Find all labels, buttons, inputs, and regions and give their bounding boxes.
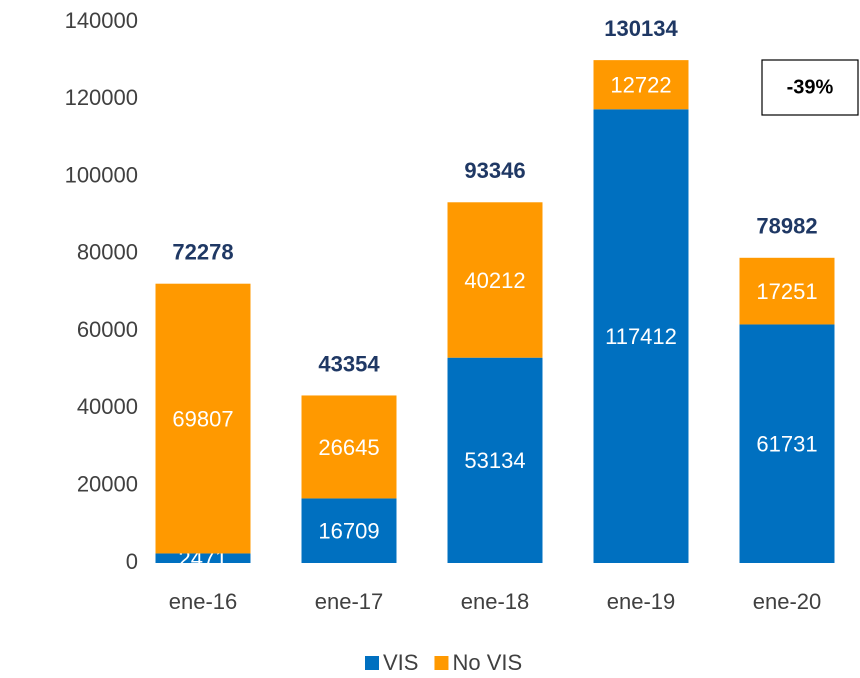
bar-segment: [301, 395, 397, 499]
x-tick-label: ene-18: [461, 589, 530, 614]
bar-segment: [447, 202, 543, 358]
total-label: 130134: [604, 16, 678, 41]
x-tick-label: ene-16: [169, 589, 238, 614]
segment-label: 17251: [756, 279, 817, 304]
segment-label: 26645: [318, 435, 379, 460]
annotation: -39%: [787, 76, 834, 98]
total-label: 72278: [172, 240, 233, 265]
x-tick-label: ene-19: [607, 589, 676, 614]
total-label: 78982: [756, 214, 817, 239]
segment-label: 53134: [464, 448, 525, 473]
x-tick-label: ene-20: [753, 589, 822, 614]
x-tick-label: ene-17: [315, 589, 384, 614]
bar-segment: [301, 498, 397, 563]
y-tick-label: 80000: [77, 240, 138, 265]
total-label: 43354: [318, 351, 380, 376]
legend-label: VIS: [383, 650, 418, 675]
bar-segment: [593, 60, 689, 110]
segment-label: 61731: [756, 432, 817, 457]
y-tick-label: 140000: [65, 8, 138, 33]
segment-label: 16709: [318, 519, 379, 544]
legend-label: No VIS: [452, 650, 522, 675]
y-tick-label: 100000: [65, 162, 138, 187]
legend-swatch: [365, 656, 379, 670]
segment-label: 12722: [610, 73, 671, 98]
bar-segment: [739, 257, 835, 325]
legend-swatch: [434, 656, 449, 670]
y-tick-label: 20000: [77, 472, 138, 497]
bar-segment: [447, 357, 543, 563]
bar-segment: [593, 109, 689, 563]
segment-label: 117412: [605, 324, 677, 349]
total-label: 93346: [464, 158, 525, 183]
annotation-box: [761, 59, 859, 116]
segment-label: 40212: [464, 268, 525, 293]
bar-segment: [739, 324, 835, 563]
bar-segment: [155, 283, 251, 554]
y-tick-label: 40000: [77, 394, 138, 419]
bar-segment: [155, 553, 251, 563]
y-tick-label: 0: [126, 549, 138, 574]
segment-label: 69807: [172, 406, 233, 431]
y-tick-label: 60000: [77, 317, 138, 342]
y-tick-label: 120000: [65, 85, 138, 110]
